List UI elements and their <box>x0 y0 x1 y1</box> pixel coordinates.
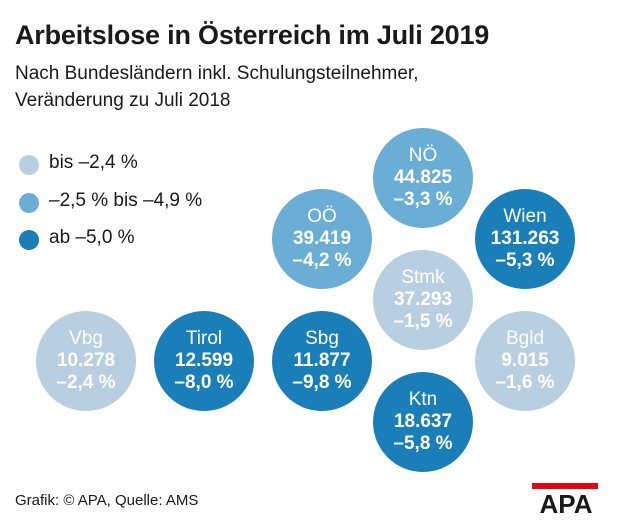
chart-subtitle-line1: Nach Bundesländern inkl. Schulungsteilne… <box>15 63 419 84</box>
region-value: 11.877 <box>293 350 351 372</box>
region-bubble-sbg: Sbg 11.877 –9,8 % <box>272 311 372 411</box>
region-bubble-bgld: Bgld 9.015 –1,6 % <box>475 311 575 411</box>
region-bubble-vbg: Vbg 10.278 –2,4 % <box>36 311 136 411</box>
region-bubble-noe: NÖ 44.825 –3,3 % <box>373 128 473 228</box>
region-name: Bgld <box>505 328 545 350</box>
region-value: 10.278 <box>56 350 116 372</box>
legend-label-dark: ab –5,0 % <box>49 227 135 248</box>
legend-label-medium: –2,5 % bis –4,9 % <box>49 190 203 211</box>
region-bubble-tirol: Tirol 12.599 –8,0 % <box>154 311 254 411</box>
legend-label-light: bis –2,4 % <box>49 152 138 173</box>
region-change: –2,4 % <box>56 371 116 393</box>
region-name: Sbg <box>305 328 339 350</box>
region-name: NÖ <box>408 145 438 167</box>
region-value: 44.825 <box>393 167 453 189</box>
legend-dot-light <box>19 155 39 175</box>
chart-title: Arbeitslose in Österreich im Juli 2019 <box>15 20 490 50</box>
region-value: 9.015 <box>501 350 549 372</box>
apa-logo-text: APA <box>540 489 593 515</box>
region-change: –1,5 % <box>393 310 453 332</box>
region-bubble-stmk: Stmk 37.293 –1,5 % <box>373 250 473 350</box>
region-change: –5,3 % <box>495 249 555 271</box>
legend-dot-medium <box>19 193 39 213</box>
region-change: –1,6 % <box>495 371 555 393</box>
region-change: –4,2 % <box>292 249 352 271</box>
region-name: Vbg <box>69 328 103 350</box>
apa-logo: APA <box>532 483 598 515</box>
region-change: –8,0 % <box>174 371 234 393</box>
region-value: 12.599 <box>174 350 234 372</box>
chart-subtitle-line2: Veränderung zu Juli 2018 <box>15 90 231 111</box>
region-value: 131.263 <box>490 228 560 250</box>
source-credit: Grafik: © APA, Quelle: AMS <box>15 492 199 509</box>
region-change: –5,8 % <box>393 432 453 454</box>
region-name: Stmk <box>401 267 445 289</box>
region-name: Wien <box>503 206 547 228</box>
region-name: Tirol <box>185 328 223 350</box>
region-bubble-wien: Wien 131.263 –5,3 % <box>475 189 575 289</box>
region-value: 39.419 <box>292 228 352 250</box>
region-name: Ktn <box>408 389 438 411</box>
apa-logo-bar <box>532 483 598 489</box>
region-bubble-ktn: Ktn 18.637 –5,8 % <box>373 372 473 472</box>
region-bubble-ooe: OÖ 39.419 –4,2 % <box>272 189 372 289</box>
region-name: OÖ <box>307 206 337 228</box>
legend-dot-dark <box>19 230 39 250</box>
region-value: 37.293 <box>393 289 453 311</box>
region-change: –9,8 % <box>292 371 352 393</box>
region-value: 18.637 <box>393 411 453 433</box>
region-change: –3,3 % <box>393 188 453 210</box>
